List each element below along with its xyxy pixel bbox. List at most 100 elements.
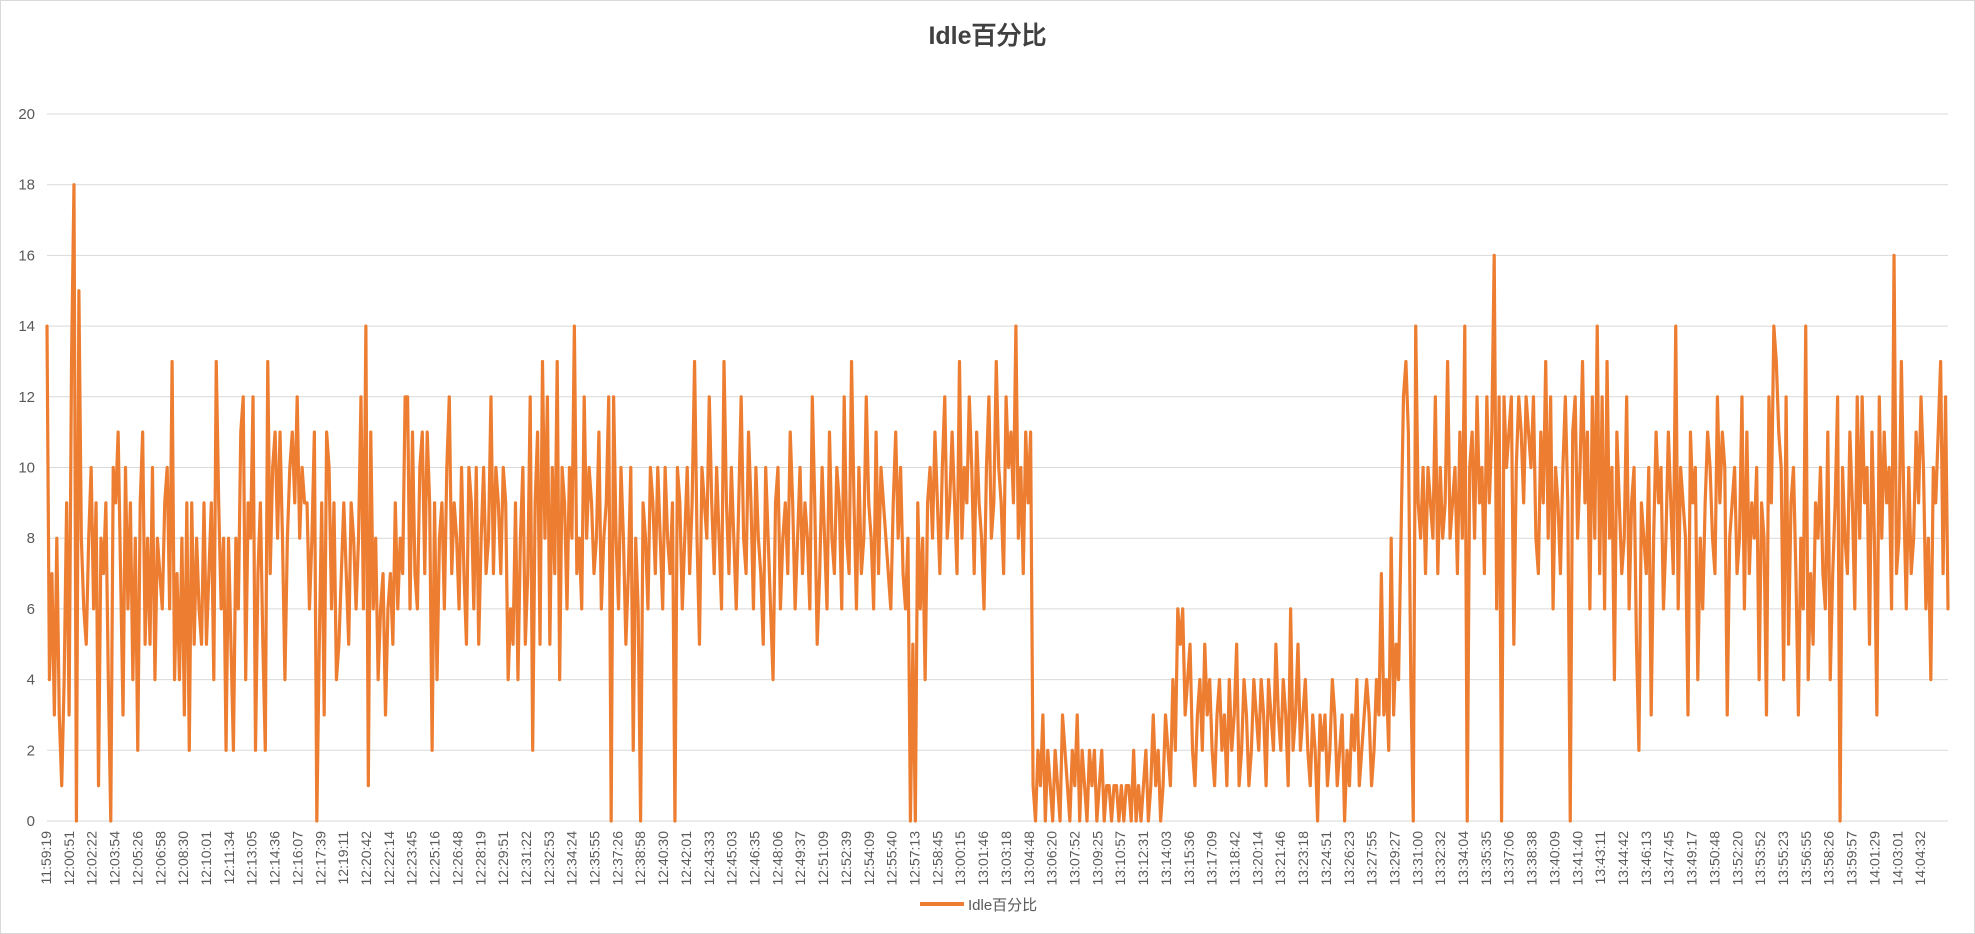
x-tick-label: 12:55:40	[884, 831, 900, 886]
series-line-0	[45, 183, 1950, 823]
x-tick-label: 12:38:58	[632, 831, 648, 886]
x-tick-label: 13:20:14	[1249, 831, 1265, 886]
x-tick-label: 13:52:20	[1729, 831, 1745, 886]
x-tick-label: 12:28:19	[472, 831, 488, 886]
x-tick-label: 12:02:22	[84, 831, 100, 886]
x-tick-label: 12:54:09	[861, 831, 877, 886]
x-tick-label: 13:40:09	[1547, 831, 1563, 886]
x-tick-label: 12:11:34	[221, 831, 237, 885]
x-tick-label: 12:25:16	[427, 831, 443, 886]
x-tick-label: 13:10:57	[1112, 831, 1128, 886]
x-tick-label: 13:50:48	[1706, 831, 1722, 886]
x-tick-label: 12:14:36	[267, 831, 283, 886]
x-tick-label: 12:51:09	[815, 831, 831, 886]
y-tick-label: 18	[18, 177, 35, 194]
legend-swatch	[920, 902, 964, 906]
x-tick-label: 13:15:36	[1181, 831, 1197, 886]
x-tick-label: 12:34:24	[564, 831, 580, 886]
x-tick-label: 12:52:39	[838, 831, 854, 886]
x-tick-label: 12:13:05	[244, 831, 260, 886]
x-tick-label: 13:18:42	[1227, 831, 1243, 886]
x-tick-label: 13:06:20	[1044, 831, 1060, 886]
x-tick-label: 13:17:09	[1204, 831, 1220, 886]
x-tick-label: 13:14:03	[1158, 831, 1174, 886]
x-tick-label: 13:37:06	[1501, 831, 1517, 886]
x-tick-label: 13:58:26	[1821, 831, 1837, 886]
x-tick-label: 12:31:22	[518, 831, 534, 886]
x-tick-label: 13:41:40	[1569, 831, 1585, 886]
x-tick-label: 14:04:32	[1912, 831, 1928, 886]
x-tick-label: 12:35:55	[587, 831, 603, 886]
x-tick-label: 11:59:19	[38, 831, 54, 885]
x-tick-label: 12:29:51	[495, 831, 511, 886]
x-tick-label: 13:56:55	[1798, 831, 1814, 886]
x-tick-label: 13:59:57	[1844, 831, 1860, 886]
x-tick-label: 12:57:13	[907, 831, 923, 886]
x-tick-label: 12:19:11	[335, 831, 351, 885]
x-tick-label: 13:27:55	[1364, 831, 1380, 886]
x-tick-label: 12:45:03	[724, 831, 740, 886]
x-tick-label: 13:04:48	[1021, 831, 1037, 886]
x-tick-label: 13:46:13	[1638, 831, 1654, 886]
y-tick-label: 14	[18, 318, 35, 335]
y-tick-label: 4	[27, 672, 35, 689]
x-tick-label: 12:05:26	[129, 831, 145, 886]
x-tick-label: 13:35:35	[1478, 831, 1494, 886]
y-tick-label: 12	[18, 389, 35, 406]
x-tick-label: 13:24:51	[1318, 831, 1334, 886]
x-tick-label: 12:22:14	[381, 831, 397, 886]
x-tick-label: 12:32:53	[541, 831, 557, 886]
x-tick-label: 13:23:18	[1295, 831, 1311, 886]
x-tick-label: 12:43:33	[701, 831, 717, 886]
x-tick-label: 13:07:52	[1067, 831, 1083, 886]
x-tick-label: 12:08:30	[175, 831, 191, 886]
x-tick-label: 12:42:01	[678, 831, 694, 886]
x-tick-label: 14:03:01	[1889, 831, 1905, 886]
y-tick-label: 0	[27, 813, 35, 830]
x-tick-label: 13:01:46	[975, 831, 991, 886]
x-tick-label: 12:06:58	[152, 831, 168, 886]
x-tick-label: 12:46:35	[747, 831, 763, 886]
x-tick-label: 13:12:31	[1135, 831, 1151, 886]
x-tick-label: 13:32:32	[1432, 831, 1448, 886]
y-tick-label: 2	[27, 742, 35, 759]
x-tick-label: 12:37:26	[609, 831, 625, 886]
x-tick-label: 13:29:27	[1387, 831, 1403, 886]
x-tick-label: 12:16:07	[289, 831, 305, 886]
x-tick-label: 12:26:48	[449, 831, 465, 886]
x-tick-label: 14:01:29	[1866, 831, 1882, 886]
x-tick-label: 13:53:52	[1752, 831, 1768, 886]
x-tick-label: 12:00:51	[61, 831, 77, 886]
x-tick-label: 13:03:18	[998, 831, 1014, 886]
x-tick-label: 12:58:45	[929, 831, 945, 886]
y-tick-label: 8	[27, 530, 35, 547]
y-tick-label: 20	[18, 106, 35, 123]
x-tick-label: 13:26:23	[1341, 831, 1357, 886]
x-tick-label: 13:47:45	[1661, 831, 1677, 886]
x-tick-label: 12:17:39	[312, 831, 328, 886]
x-tick-label: 13:21:46	[1272, 831, 1288, 886]
x-tick-label: 12:49:37	[792, 831, 808, 886]
x-tick-label: 12:10:01	[198, 831, 214, 886]
legend-label: Idle百分比	[968, 896, 1038, 914]
x-tick-label: 13:31:00	[1409, 831, 1425, 886]
x-tick-label: 12:20:42	[358, 831, 374, 886]
x-tick-label: 13:43:11	[1592, 831, 1608, 885]
legend: Idle百分比	[920, 893, 1037, 915]
x-tick-label: 13:38:38	[1524, 831, 1540, 886]
chart-title: Idle百分比	[928, 22, 1047, 50]
x-tick-label: 12:23:45	[404, 831, 420, 886]
x-tick-label: 12:40:30	[655, 831, 671, 886]
y-tick-label: 6	[27, 601, 35, 618]
x-tick-label: 13:44:42	[1615, 831, 1631, 886]
x-tick-label: 13:55:23	[1775, 831, 1791, 886]
x-tick-label: 12:48:06	[769, 831, 785, 886]
x-tick-label: 13:34:04	[1455, 831, 1471, 886]
x-tick-label: 13:00:15	[952, 831, 968, 886]
y-tick-label: 16	[18, 247, 35, 264]
x-tick-label: 13:09:25	[1089, 831, 1105, 886]
x-tick-label: 13:49:17	[1684, 831, 1700, 886]
y-tick-label: 10	[18, 460, 35, 477]
x-tick-label: 12:03:54	[107, 831, 123, 886]
